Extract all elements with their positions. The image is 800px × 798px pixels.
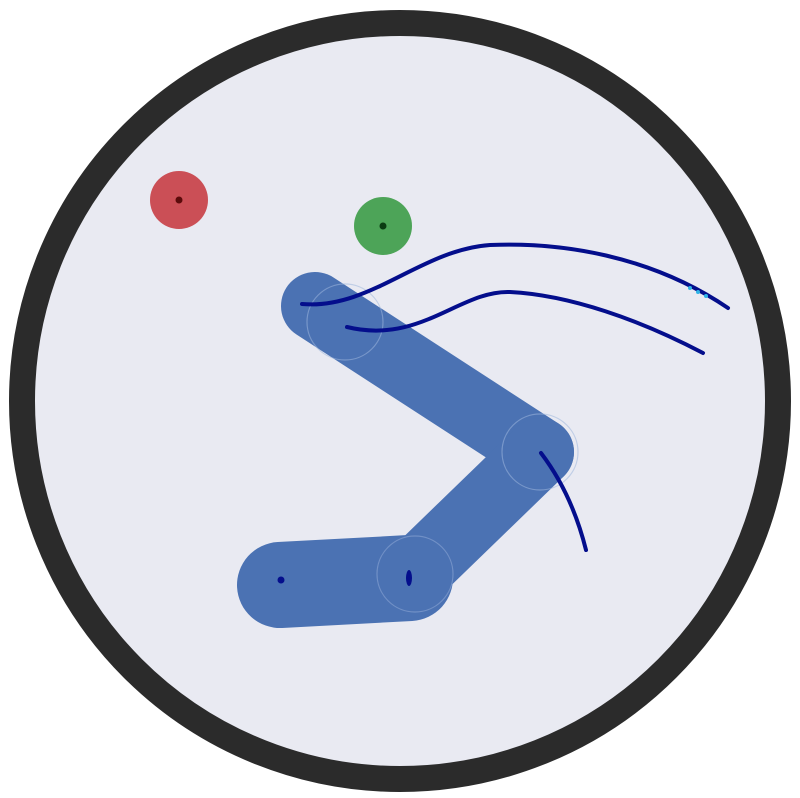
trajectory-path-1 <box>300 242 730 310</box>
joint-dot <box>406 570 412 586</box>
trajectory-path-3 <box>539 451 588 552</box>
trajectory-tail-markers <box>688 286 708 298</box>
arm-segment-lower <box>237 535 453 628</box>
trajectory-path-2 <box>345 289 705 355</box>
robot-arm <box>237 272 579 628</box>
arm-joint-outline <box>306 283 384 361</box>
trajectory-group <box>277 242 730 586</box>
arm-joint-outline <box>501 413 579 491</box>
target-marker-red <box>150 171 208 229</box>
arm-segment-upper <box>281 272 574 486</box>
joint-dot <box>277 576 285 584</box>
arm-joint-outline <box>376 535 454 613</box>
target-marker-green <box>354 197 412 255</box>
